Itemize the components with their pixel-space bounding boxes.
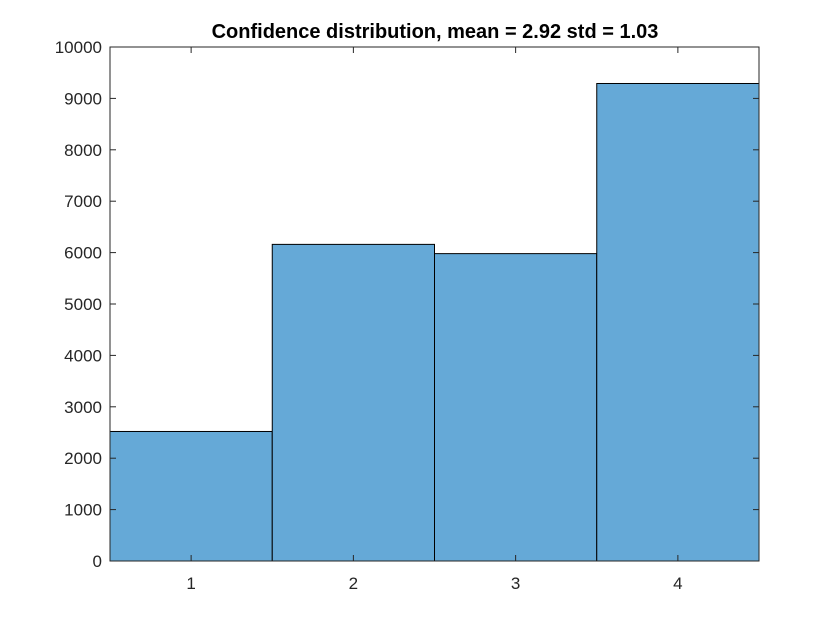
x-tick-label: 1 (186, 574, 195, 593)
y-tick-label: 1000 (64, 501, 102, 520)
y-tick-label: 2000 (64, 449, 102, 468)
y-tick-label: 8000 (64, 141, 102, 160)
y-tick-label: 4000 (64, 346, 102, 365)
y-tick-label: 3000 (64, 398, 102, 417)
x-tick-label: 4 (673, 574, 682, 593)
y-axis: 0 1000 2000 3000 4000 5000 6000 7000 8000 9000 100… (55, 38, 759, 571)
bars-layer (109, 82, 760, 562)
y-tick-label: 5000 (64, 295, 102, 314)
x-tick-label: 3 (511, 574, 520, 593)
bar-1 (109, 430, 273, 562)
y-tick-label: 6000 (64, 244, 102, 263)
y-tick-label: 9000 (64, 89, 102, 108)
x-tick-label: 2 (349, 574, 358, 593)
chart-title: Confidence distribution, mean = 2.92 std… (212, 21, 659, 43)
y-tick-label: 0 (93, 552, 102, 571)
x-axis: 1 2 3 4 (186, 47, 683, 593)
bar-4 (596, 82, 760, 562)
y-tick-label: 7000 (64, 192, 102, 211)
bar-2 (271, 243, 435, 562)
y-tick-label: 10000 (55, 38, 102, 57)
bar-3 (434, 253, 598, 562)
